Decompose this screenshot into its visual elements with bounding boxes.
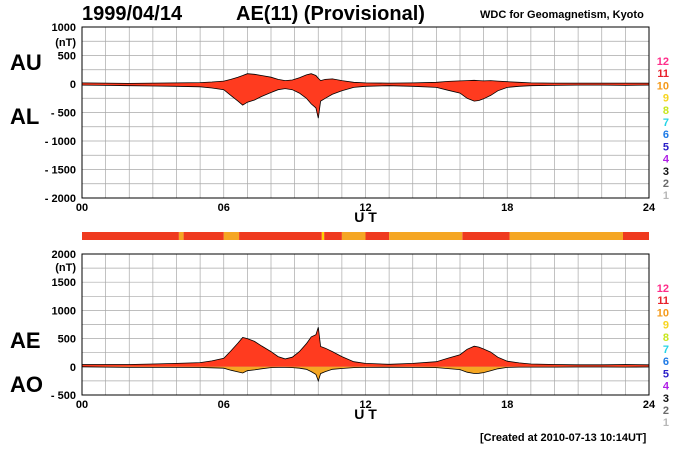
station-count-legend-item: 5 — [663, 368, 669, 380]
station-count-legend-item: 12 — [657, 283, 669, 295]
y-tick-label: 0 — [70, 79, 76, 91]
x-tick-label: 18 — [501, 202, 513, 214]
y-tick-label: - 500 — [51, 390, 76, 402]
station-count-band-segment — [341, 232, 366, 240]
series-label-au: AU — [10, 50, 42, 75]
station-count-legend-item: 11 — [657, 68, 669, 80]
y-tick-label: 1500 — [52, 277, 76, 289]
x-tick-label: 24 — [643, 202, 656, 214]
y-tick-label: 2000 — [52, 249, 76, 261]
y-tick-label: - 1500 — [45, 165, 76, 177]
station-count-legend-item: 11 — [657, 295, 669, 307]
station-count-legend-item: 9 — [663, 93, 669, 105]
y-tick-label: - 1000 — [45, 136, 76, 148]
y-tick-label: 0 — [70, 362, 76, 374]
plot-frame — [81, 26, 650, 199]
y-tick-label: 500 — [58, 334, 76, 346]
chart-panel-ae-ao — [81, 253, 650, 396]
station-count-legend-item: 7 — [663, 117, 669, 129]
station-count-band-segment — [321, 232, 325, 240]
station-count-legend-item: 6 — [663, 129, 669, 141]
x-axis-label: U T — [354, 209, 377, 225]
station-count-legend-item: 10 — [657, 80, 669, 92]
chart-panel-au-al — [81, 26, 650, 199]
y-tick-label: 1000 — [52, 22, 76, 34]
station-count-legend-item: 10 — [657, 307, 669, 319]
x-tick-label: 06 — [218, 202, 230, 214]
series-label-ae: AE — [10, 328, 41, 353]
series-line-al — [81, 84, 650, 119]
station-count-legend-item: 4 — [663, 154, 670, 166]
x-tick-label: 12 — [359, 399, 371, 411]
station-count-legend-item: 12 — [657, 56, 669, 68]
series-label-al: AL — [10, 104, 39, 129]
station-count-legend-item: 1 — [663, 417, 669, 429]
station-count-legend-item: 2 — [663, 405, 669, 417]
station-count-band-segment — [389, 232, 463, 240]
y-tick-label: - 2000 — [45, 193, 76, 205]
series-line-ao — [81, 366, 650, 383]
plot-frame — [81, 253, 650, 396]
station-count-band-segment — [324, 232, 342, 240]
series-line-ae — [82, 327, 650, 366]
series-label-ao: AO — [10, 372, 43, 397]
created-timestamp: [Created at 2010-07-13 10:14UT] — [480, 432, 647, 444]
station-count-legend-item: 5 — [663, 141, 669, 153]
y-tick-label: 500 — [58, 51, 76, 63]
station-count-band-segment — [82, 232, 179, 240]
station-count-legend-item: 2 — [663, 178, 669, 190]
series-line-au — [81, 73, 649, 84]
x-tick-label: 18 — [501, 399, 513, 411]
date-title: 1999/04/14 — [82, 3, 183, 25]
station-count-band-segment — [178, 232, 184, 240]
x-tick-label: 24 — [643, 399, 656, 411]
station-count-legend-item: 9 — [663, 320, 669, 332]
station-count-band-segment — [183, 232, 224, 240]
station-count-legend-item: 7 — [663, 344, 669, 356]
x-axis-label: U T — [354, 406, 377, 422]
x-tick-label: 06 — [218, 399, 230, 411]
station-count-legend-item: 4 — [663, 381, 670, 393]
station-count-legend-item: 3 — [663, 166, 669, 178]
x-tick-label: 12 — [359, 202, 371, 214]
station-count-band-segment — [462, 232, 510, 240]
station-count-band-segment — [509, 232, 623, 240]
y-tick-label: 1000 — [52, 305, 76, 317]
data-source-label: WDC for Geomagnetism, Kyoto — [480, 9, 644, 21]
station-count-band-segment — [623, 232, 649, 240]
station-count-legend-item: 3 — [663, 393, 669, 405]
station-count-legend-item: 8 — [663, 332, 669, 344]
y-tick-label: - 500 — [51, 108, 76, 120]
index-title: AE(11) (Provisional) — [236, 3, 425, 25]
station-count-legend-item: 1 — [663, 190, 669, 202]
station-count-band-segment — [239, 232, 322, 240]
x-tick-label: 00 — [76, 399, 88, 411]
station-count-legend-item: 6 — [663, 356, 669, 368]
station-count-legend-item: 8 — [663, 105, 669, 117]
y-unit-label: (nT) — [55, 262, 76, 274]
x-tick-label: 00 — [76, 202, 88, 214]
station-count-band-segment — [365, 232, 390, 240]
station-count-band-segment — [223, 232, 240, 240]
y-unit-label: (nT) — [55, 37, 76, 49]
